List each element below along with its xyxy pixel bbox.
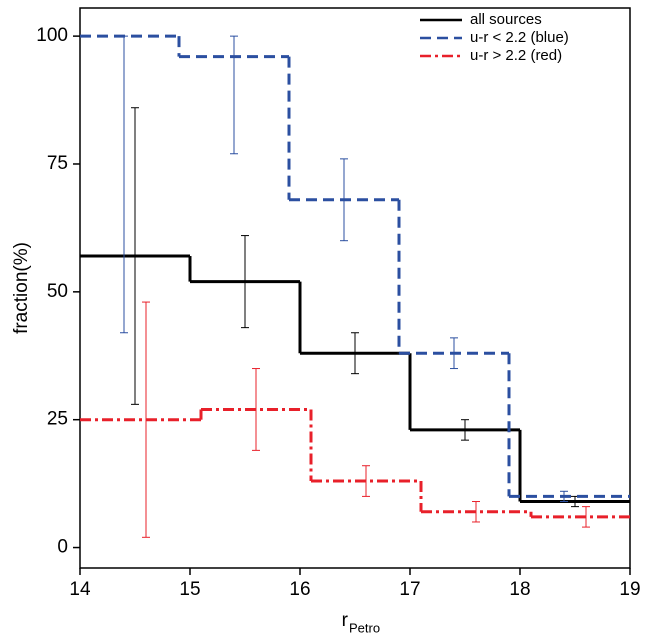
legend-label: all sources [470, 11, 542, 28]
plot-frame [79, 7, 631, 569]
x-axis-label-sub: Petro [349, 620, 380, 635]
x-tick-label: 16 [289, 579, 310, 600]
y-tick-label: 100 [36, 25, 68, 46]
x-tick-label: 17 [399, 579, 420, 600]
y-tick-label: 0 [57, 537, 68, 558]
x-tick-label: 18 [509, 579, 530, 600]
x-axis-label: r [342, 610, 349, 631]
y-axis-label: fraction(%) [11, 242, 32, 334]
y-tick-label: 50 [47, 281, 68, 302]
x-tick-label: 14 [69, 579, 91, 600]
legend-label: u-r < 2.2 (blue) [470, 29, 569, 46]
x-tick-label: 15 [179, 579, 200, 600]
y-tick-label: 25 [47, 409, 68, 430]
legend-label: u-r > 2.2 (red) [470, 47, 562, 64]
y-tick-label: 75 [47, 153, 68, 174]
x-tick-label: 19 [619, 579, 640, 600]
